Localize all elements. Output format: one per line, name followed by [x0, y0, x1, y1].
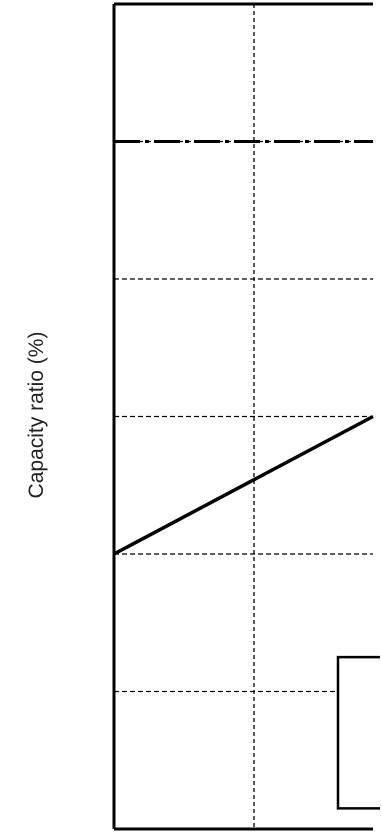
annotation-box-1 [336, 655, 380, 810]
grid-layer [114, 4, 373, 829]
frame-layer [112, 2, 373, 831]
box-layer [336, 655, 380, 810]
series-layer [113, 414, 374, 556]
series-line-1 [113, 414, 374, 556]
y-axis-label: Capacity ratio (%) [25, 332, 48, 499]
